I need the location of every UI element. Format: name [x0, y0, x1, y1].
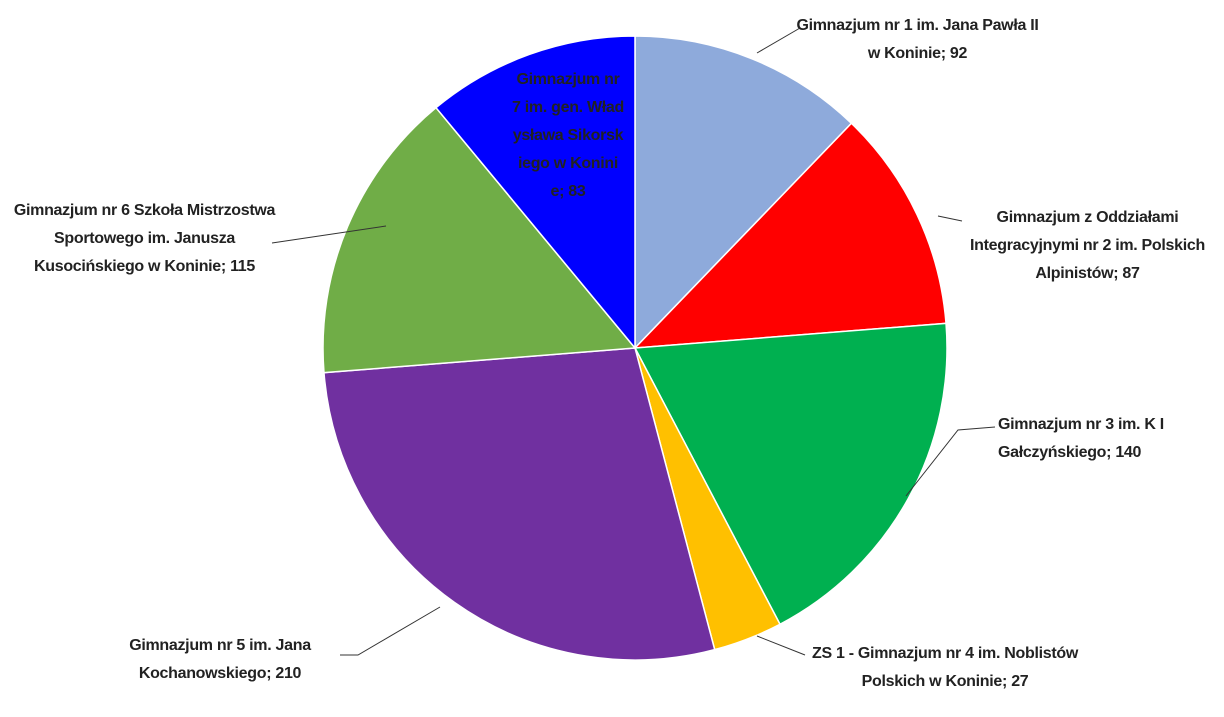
leader-line: [340, 606, 441, 656]
pie-slice: [323, 347, 716, 661]
leader-line: [756, 635, 806, 656]
pie-slice: [633, 122, 947, 349]
data-label: Gimnazjum nr 1 im. Jana Pawła II w Konin…: [796, 17, 1039, 62]
slices: [322, 35, 948, 661]
data-label: ZS 1 - Gimnazjum nr 4 im. Noblistów Pols…: [812, 645, 1078, 690]
leader-line: [905, 426, 996, 497]
data-label: Gimnazjum z Oddziałami Integracyjnymi nr…: [970, 209, 1205, 282]
pie-slice: [634, 35, 853, 350]
data-label: Gimnazjum nr 7 im. gen. Władysława Sikor…: [512, 71, 624, 200]
data-label: Gimnazjum nr 5 im. Jana Kochanowskiego; …: [129, 637, 311, 682]
pie-slice: [434, 35, 636, 351]
leader-line: [756, 27, 801, 54]
data-label: Gimnazjum nr 3 im. K I Gałczyńskiego; 14…: [998, 416, 1164, 461]
leader-line: [937, 215, 963, 222]
data-label: Gimnazjum nr 6 Szkoła Mistrzostwa Sporto…: [13, 202, 276, 275]
pie-slice: [633, 322, 948, 626]
leader-line: [271, 225, 387, 244]
pie-slice: [322, 106, 637, 374]
